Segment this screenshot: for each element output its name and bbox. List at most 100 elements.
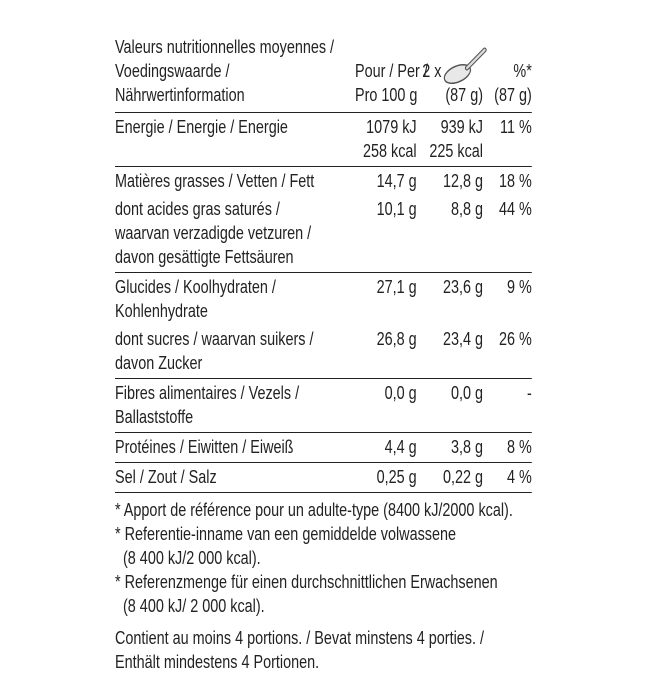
serving-value: 8,8 g (417, 197, 483, 269)
percent-line: 9 % (506, 277, 532, 297)
percent-line: 8 % (506, 437, 532, 457)
per100-value: 0,25 g (355, 465, 417, 489)
row-group: Glucides / Koolhydraten / Kohlenhydrate 27… (115, 273, 532, 379)
spoon-svg (443, 47, 487, 84)
percent-line: 44 % (498, 199, 532, 219)
nutrient-row: Protéines / Eiwitten / Eiweiß 4,4 g 3,8 g 8… (115, 435, 532, 459)
nutrient-label-line: davon gesättigte Fettsäuren (115, 247, 294, 267)
header-label-line: Voedingswaarde / (115, 61, 230, 81)
nutrient-label: Protéines / Eiwitten / Eiweiß (115, 435, 355, 459)
serving-line: 225 kcal (429, 141, 483, 161)
nutrient-label-line: Sel / Zout / Salz (115, 467, 217, 487)
nutrient-label: Sel / Zout / Salz (115, 465, 355, 489)
serving-line: 12,8 g (442, 171, 483, 191)
nutrient-label: Fibres alimentaires / Vezels / Ballaststo… (115, 381, 355, 429)
serving-line: 0,0 g (450, 383, 483, 403)
nutrient-label: Glucides / Koolhydraten / Kohlenhydrate (115, 275, 355, 323)
header-label: Valeurs nutritionnelles moyennes / Voedin… (115, 35, 355, 107)
row-group: Energie / Energie / Energie 1079 kJ 258 kc… (115, 113, 532, 167)
nutrient-label: dont sucres / waarvan suikers / davon Zuc… (115, 327, 355, 375)
nutrient-row: Glucides / Koolhydraten / Kohlenhydrate 27… (115, 275, 532, 323)
nutrient-row: Sel / Zout / Salz 0,25 g 0,22 g 4 % (115, 465, 532, 489)
percent-value: - (483, 381, 532, 429)
table-body: Energie / Energie / Energie 1079 kJ 258 kc… (115, 113, 532, 493)
per100-value: 1079 kJ 258 kcal (355, 115, 417, 163)
per100-value: 14,7 g (355, 169, 417, 193)
nutrient-row: dont acides gras saturés / waarvan verzad… (115, 197, 532, 269)
percent-value: 4 % (483, 465, 532, 489)
header-label-line: Valeurs nutritionnelles moyennes / (115, 37, 335, 57)
serving-line: 3,8 g (450, 437, 483, 457)
nutrient-label-line: Protéines / Eiwitten / Eiweiß (115, 437, 294, 457)
nutrient-label-line: Matières grasses / Vetten / Fett (115, 171, 315, 191)
nutrient-label-line: waarvan verzadigde vetzuren / (115, 223, 312, 243)
table-header: Valeurs nutritionnelles moyennes / Voedin… (115, 35, 532, 113)
footnote-line: (8 400 kJ/ 2 000 kcal). (123, 596, 265, 616)
serving-value: 3,8 g (417, 435, 483, 459)
percent-line: 11 % (500, 117, 532, 137)
header-per100: Pour / Per / Pro 100 g (355, 35, 428, 107)
nutrient-row: Energie / Energie / Energie 1079 kJ 258 kc… (115, 115, 532, 163)
spoon-icon (441, 47, 487, 84)
serving-line: 0,22 g (442, 467, 483, 487)
nutrient-label-line: davon Zucker (115, 353, 203, 373)
nutrient-label-line: Energie / Energie / Energie (115, 117, 288, 137)
percent-line: 26 % (498, 329, 532, 349)
nutrient-label-line: Kohlenhydrate (115, 301, 208, 321)
per100-value: 27,1 g (355, 275, 417, 323)
nutrient-label: Matières grasses / Vetten / Fett (115, 169, 355, 193)
percent-value: 26 % (483, 327, 532, 375)
footnote: * Referentie-inname van een gemiddelde v… (115, 522, 532, 570)
header-serving-text: 2 x (422, 61, 442, 81)
header-label-line: Nährwertinformation (115, 85, 245, 105)
per100-line: 14,7 g (376, 171, 417, 191)
per100-value: 26,8 g (355, 327, 417, 375)
header-serving-line: 2 x (417, 47, 487, 84)
nutrient-row: Fibres alimentaires / Vezels / Ballaststo… (115, 381, 532, 429)
serving-line: 23,4 g (442, 329, 483, 349)
nutrient-label: dont acides gras saturés / waarvan verzad… (115, 197, 355, 269)
footer: Contient au moins 4 portions. / Bevat mi… (115, 626, 532, 674)
percent-value: 9 % (483, 275, 532, 323)
serving-line: 8,8 g (450, 199, 483, 219)
footnote-line: * Apport de référence pour un adulte-typ… (115, 500, 513, 520)
serving-value: 23,4 g (417, 327, 483, 375)
header-per100-line: Pour / Per / (355, 61, 428, 81)
per100-line: 27,1 g (376, 277, 417, 297)
percent-value: 18 % (483, 169, 532, 193)
per100-line: 258 kcal (362, 141, 417, 161)
row-group: Protéines / Eiwitten / Eiweiß 4,4 g 3,8 g 8… (115, 433, 532, 463)
row-group: Sel / Zout / Salz 0,25 g 0,22 g 4 % (115, 463, 532, 493)
nutrient-row: dont sucres / waarvan suikers / davon Zuc… (115, 327, 532, 375)
per100-line: 0,25 g (376, 467, 417, 487)
percent-value: 44 % (483, 197, 532, 269)
row-group: Matières grasses / Vetten / Fett 14,7 g 12… (115, 167, 532, 273)
percent-line: 4 % (506, 467, 532, 487)
nutrient-label-line: Glucides / Koolhydraten / (115, 277, 276, 297)
per100-line: 1079 kJ (366, 117, 417, 137)
nutrient-row: Matières grasses / Vetten / Fett 14,7 g 12… (115, 169, 532, 193)
header-serving: 2 x (87 g) (417, 35, 487, 107)
percent-value: 11 % (483, 115, 532, 163)
percent-line: 18 % (498, 171, 532, 191)
nutrient-label-line: dont acides gras saturés / (115, 199, 280, 219)
percent-value: 8 % (483, 435, 532, 459)
serving-value: 12,8 g (417, 169, 483, 193)
row-group: Fibres alimentaires / Vezels / Ballaststo… (115, 379, 532, 433)
nutrition-label: Valeurs nutritionnelles moyennes / Voedin… (115, 35, 532, 674)
nutrient-label-line: Ballaststoffe (115, 407, 194, 427)
footnote-line: * Referenzmenge für einen durchschnittli… (115, 572, 498, 592)
footnotes: * Apport de référence pour un adulte-typ… (115, 498, 532, 618)
per100-line: 26,8 g (376, 329, 417, 349)
footnote-line: (8 400 kJ/2 000 kcal). (123, 548, 261, 568)
percent-line: - (527, 383, 532, 403)
header-percent: %* (87 g) (483, 35, 532, 107)
footnote: * Referenzmenge für einen durchschnittli… (115, 570, 532, 618)
per100-line: 10,1 g (376, 199, 417, 219)
header-percent-line: %* (513, 61, 532, 81)
serving-line: 23,6 g (442, 277, 483, 297)
nutrient-label: Energie / Energie / Energie (115, 115, 355, 163)
serving-value: 23,6 g (417, 275, 483, 323)
footer-line: Contient au moins 4 portions. / Bevat mi… (115, 628, 484, 648)
